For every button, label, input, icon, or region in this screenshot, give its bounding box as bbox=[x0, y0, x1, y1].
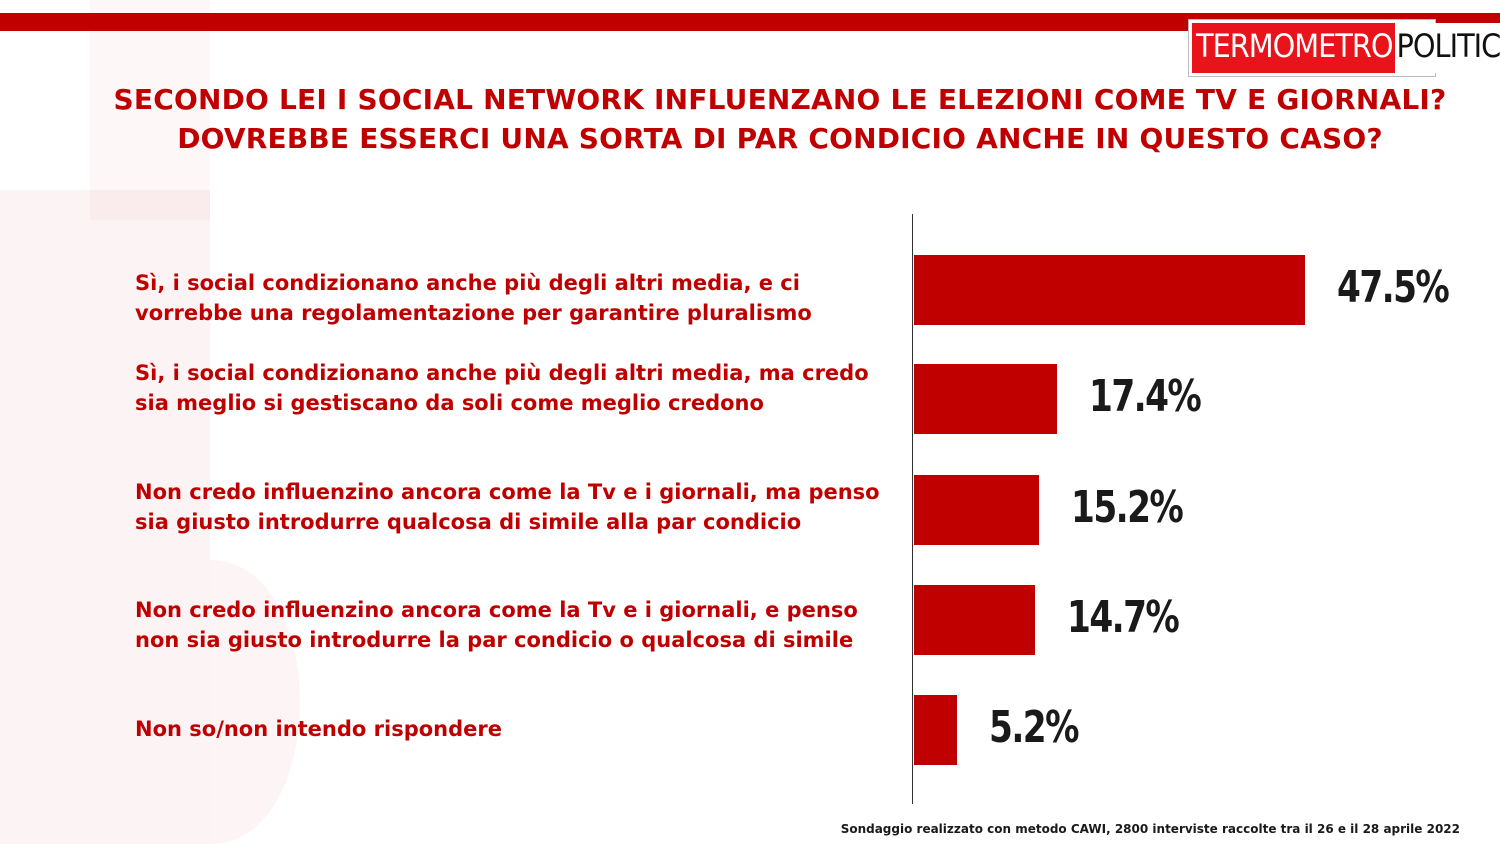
category-label: Sì, i social condizionano anche più degl… bbox=[135, 361, 869, 415]
value-label: 14.7% bbox=[1067, 592, 1180, 643]
bar bbox=[914, 585, 1035, 655]
top-accent-bar bbox=[0, 13, 1500, 31]
value-label: 5.2% bbox=[988, 702, 1080, 753]
category-axis-line bbox=[912, 214, 913, 804]
category-label: Non so/non intendo rispondere bbox=[135, 717, 502, 741]
bar bbox=[914, 364, 1058, 434]
logo-part-termometro: TERMOMETRO bbox=[1192, 23, 1395, 73]
category-label: Non credo influenzino ancora come la Tv … bbox=[135, 598, 858, 652]
chart-title: SECONDO LEI I SOCIAL NETWORK INFLUENZANO… bbox=[113, 83, 1447, 155]
bar bbox=[914, 695, 957, 765]
value-label: 15.2% bbox=[1071, 482, 1184, 533]
survey-footnote: Sondaggio realizzato con metodo CAWI, 28… bbox=[840, 822, 1460, 836]
value-label: 47.5% bbox=[1337, 262, 1450, 313]
logo-part-politico: POLITICO bbox=[1394, 23, 1500, 73]
value-label: 17.4% bbox=[1089, 371, 1202, 422]
bar bbox=[914, 475, 1040, 545]
category-label: Non credo influenzino ancora come la Tv … bbox=[135, 480, 880, 534]
termometro-politico-logo: TERMOMETRO POLITICO bbox=[1189, 20, 1500, 76]
category-label: Sì, i social condizionano anche più degl… bbox=[135, 271, 812, 325]
bar bbox=[914, 255, 1305, 325]
